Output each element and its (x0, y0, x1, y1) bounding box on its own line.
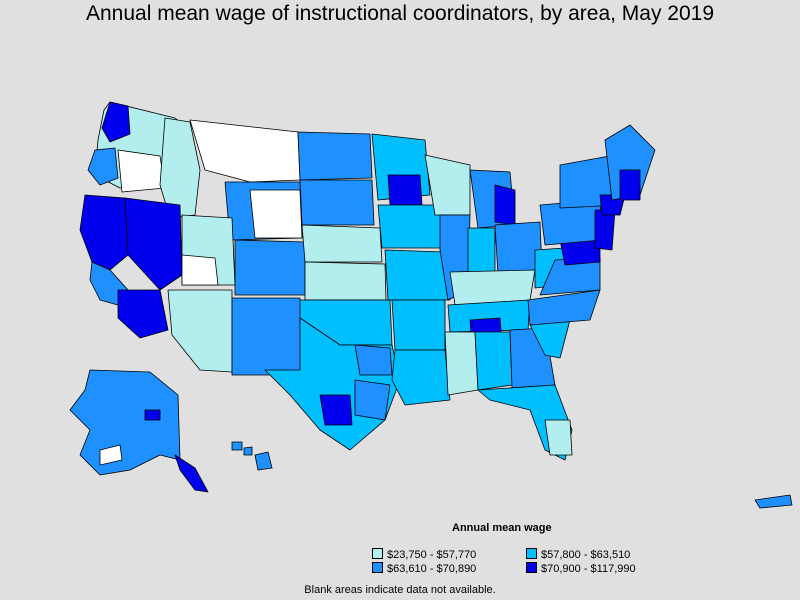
map-region-montana (189, 119, 301, 183)
map-region-puerto-rico (754, 494, 793, 509)
map-region-south-dakota (299, 179, 375, 226)
map-region-utah-south (181, 254, 219, 286)
map-region-northern-california (79, 194, 129, 271)
map-region-alaska-anchorage (144, 409, 161, 421)
legend-swatch-3 (372, 562, 383, 573)
map-region-florida-south (544, 419, 573, 456)
legend-label-2: $57,800 - $63,510 (541, 549, 631, 561)
legend-item-2: $57,800 - $63,510 (526, 548, 630, 562)
page-title: Annual mean wage of instructional coordi… (85, 2, 715, 25)
map-regions (69, 101, 793, 509)
map-region-seattle (101, 101, 131, 143)
map-region-north-dakota (297, 131, 373, 181)
map-region-hawaii-main (254, 451, 273, 471)
legend-title: Annual mean wage (452, 522, 552, 534)
map-region-idaho (159, 117, 201, 219)
map-region-detroit (494, 184, 516, 226)
legend-item-4: $70,900 - $117,990 (526, 562, 636, 576)
map-region-kansas (304, 261, 387, 301)
map-region-southern-california (117, 289, 169, 339)
legend-swatch-4 (526, 562, 537, 573)
map-region-alaska-southeast (174, 454, 209, 493)
footnote: Blank areas indicate data not available. (304, 584, 496, 596)
map-region-alaska-west (99, 444, 123, 466)
legend-swatch-2 (526, 548, 537, 559)
map-region-mississippi (444, 331, 479, 396)
map-region-nevada (124, 197, 183, 291)
map-region-houston (354, 379, 391, 421)
legend-label-4: $70,900 - $117,990 (541, 563, 636, 575)
map-region-dallas (354, 344, 393, 376)
legend-item-1: $23,750 - $57,770 (372, 548, 476, 562)
map-region-wyoming-east (249, 189, 303, 239)
map-region-austin (319, 394, 353, 426)
map-region-hawaii-maui (243, 446, 253, 456)
map-region-kentucky (449, 269, 536, 306)
map-region-hawaii-oahu (231, 441, 243, 451)
legend-item-3: $63,610 - $70,890 (372, 562, 476, 576)
map-region-nebraska (301, 224, 383, 263)
map-region-colorado (234, 239, 306, 296)
map-region-north-carolina (527, 289, 601, 326)
map-region-eastern-oregon (117, 149, 166, 193)
map-region-new-mexico (231, 297, 301, 376)
legend-label-3: $63,610 - $70,890 (387, 563, 477, 575)
map-region-portland (87, 147, 119, 186)
map-region-new-england (604, 124, 656, 201)
map-region-louisiana (391, 349, 451, 406)
map-region-new-jersey (594, 209, 616, 251)
legend-label-1: $23,750 - $57,770 (387, 549, 477, 561)
map-region-boston (619, 169, 641, 201)
map-region-arkansas (391, 299, 446, 351)
map-region-arizona (167, 289, 233, 373)
map-region-missouri (384, 249, 451, 301)
map-region-alaska (69, 369, 181, 476)
legend-swatch-1 (372, 548, 383, 559)
map-region-iowa (377, 204, 443, 249)
map-region-alabama (474, 331, 513, 391)
map-region-minneapolis (387, 174, 423, 206)
